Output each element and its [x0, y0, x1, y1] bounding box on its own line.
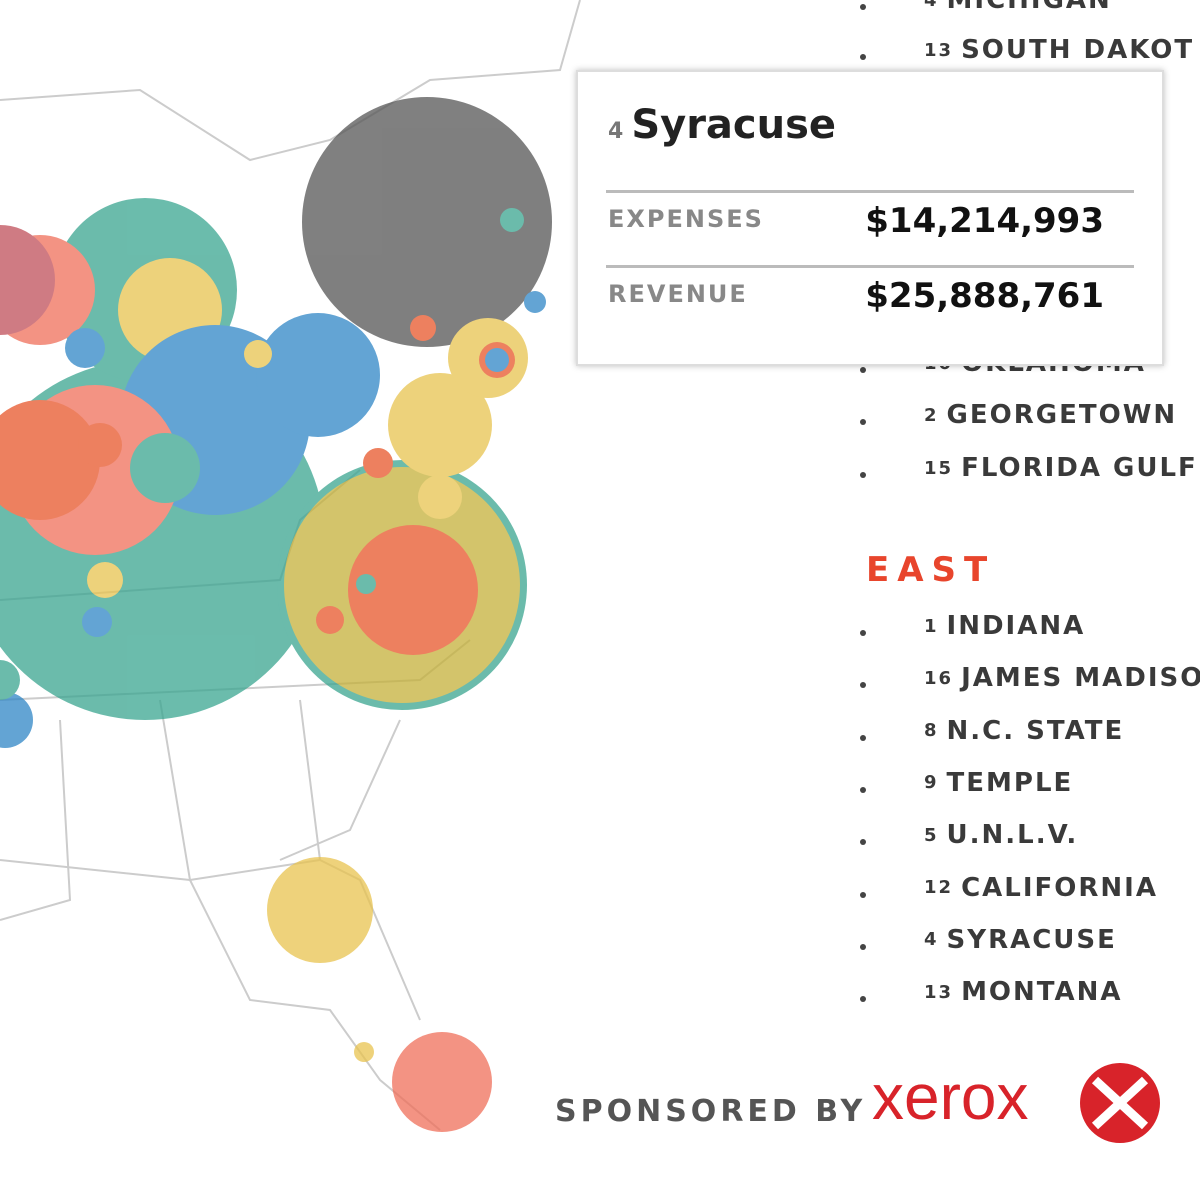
row-label: REVENUE — [608, 280, 748, 308]
bubbles — [0, 97, 552, 1132]
team: CALIFORNIA — [961, 872, 1158, 903]
seed: 16 — [924, 667, 954, 689]
team: SYRACUSE — [946, 924, 1117, 955]
bullet — [860, 54, 866, 60]
sponsor-label: SPONSORED BY — [555, 1094, 867, 1129]
bullet — [860, 682, 866, 689]
seed: 1 — [924, 615, 939, 637]
bullet — [860, 996, 866, 1003]
team: Syracuse — [631, 102, 837, 148]
seed: 12 — [924, 877, 954, 898]
bullet — [860, 419, 866, 425]
seed: 8 — [924, 720, 939, 742]
seed: 4 — [608, 119, 624, 144]
row-value: $25,888,761 — [865, 276, 1104, 316]
seed: 13 — [924, 39, 954, 61]
team-row: 15 FLORIDA GULF — [860, 448, 1198, 488]
seed: 13 — [924, 981, 954, 1003]
team-row: 2 GEORGETOWN — [860, 395, 1177, 435]
bullet — [860, 630, 866, 636]
sponsor-brand: xerox — [872, 1061, 1029, 1133]
team-row: 4 MICHIGAN — [860, 0, 1112, 20]
seed: 4 — [924, 929, 939, 951]
team-row: 4 SYRACUSE — [860, 920, 1117, 960]
team: FLORIDA GULF — [961, 453, 1198, 483]
team-row: 16 JAMES MADISO — [860, 658, 1200, 698]
tooltip-row: REVENUE $25,888,761 — [606, 265, 1134, 342]
seed: 15 — [924, 457, 954, 479]
team: U.N.L.V. — [946, 820, 1079, 851]
seed: 5 — [924, 824, 939, 846]
seed: 9 — [924, 772, 939, 794]
team: INDIANA — [946, 611, 1086, 641]
region-heading: EAST — [866, 550, 996, 590]
team-row: 12 CALIFORNIA — [860, 868, 1158, 908]
bullet — [860, 891, 866, 898]
team: JAMES MADISO — [961, 663, 1200, 694]
bullet — [860, 786, 866, 793]
row-value: $14,214,993 — [865, 201, 1104, 241]
team-row: 1 INDIANA — [860, 606, 1085, 646]
bullet — [860, 4, 866, 10]
team-row: 8 N.C. STATE — [860, 711, 1124, 751]
seed: 4 — [924, 0, 939, 11]
bullet — [860, 472, 866, 478]
tooltip-title: 4 Syracuse — [608, 102, 836, 148]
bullet — [860, 367, 866, 373]
bullet — [860, 839, 866, 846]
team-row: 9 TEMPLE — [860, 763, 1073, 803]
row-label: EXPENSES — [608, 205, 764, 233]
bullet — [860, 943, 866, 950]
team-row: 5 U.N.L.V. — [860, 815, 1078, 855]
team: MONTANA — [961, 977, 1123, 1008]
bullet — [860, 734, 866, 741]
xerox-logo — [1080, 1063, 1160, 1143]
tooltip-row: EXPENSES $14,214,993 — [606, 190, 1134, 267]
team-row: 13 MONTANA — [860, 972, 1123, 1012]
team: N.C. STATE — [946, 715, 1125, 746]
team-row: 13 SOUTH DAKOT — [860, 30, 1194, 70]
team: MICHIGAN — [946, 0, 1112, 15]
tooltip: 4 Syracuse EXPENSES $14,214,993 REVENUE $25,… — [576, 70, 1164, 366]
team: GEORGETOWN — [946, 400, 1178, 430]
team: SOUTH DAKOT — [961, 35, 1195, 65]
team: TEMPLE — [946, 767, 1074, 798]
seed: 2 — [924, 404, 939, 426]
